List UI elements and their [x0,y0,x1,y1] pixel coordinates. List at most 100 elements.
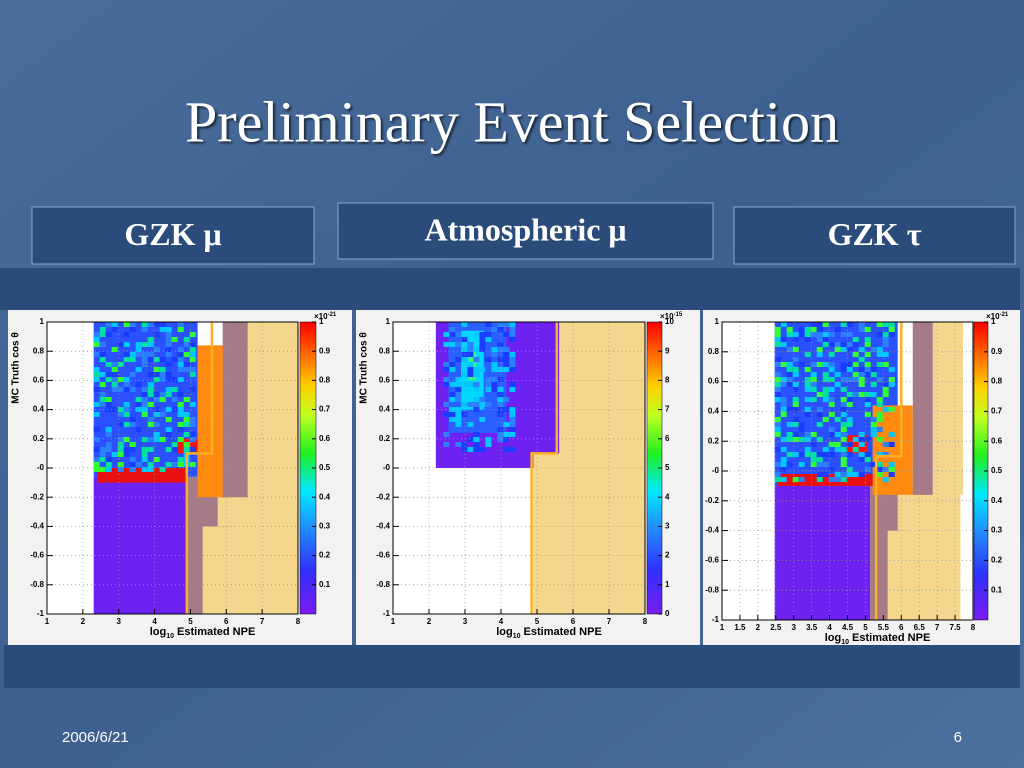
heatmap-cell [153,357,160,362]
heatmap-cell [497,327,504,332]
heatmap-cell [485,357,492,362]
z-tick-label: 0.7 [319,405,331,414]
heatmap-cell [774,382,781,387]
heatmap-cell [491,362,498,367]
heatmap-cell [105,407,112,412]
heatmap-cell [840,412,847,417]
heatmap-cell [165,377,172,382]
heatmap-cell [509,432,516,437]
heatmap-cell [780,437,787,442]
heatmap-cell [888,467,895,472]
heatmap-cell [780,362,787,367]
heatmap-cell [93,377,100,382]
heatmap-cell [834,347,841,352]
z-scale-exp: -21 [1000,312,1009,318]
heatmap-cell [864,337,871,342]
label-box [31,206,315,265]
heatmap-cell [141,387,148,392]
heatmap-cell [165,352,172,357]
heatmap-cell [171,447,178,452]
heatmap-cell [177,322,184,327]
heatmap-cell [816,472,823,477]
heatmap-cell [111,322,118,327]
heatmap-cell [153,392,160,397]
heatmap-cell [467,372,474,377]
y-tick-label: -0 [37,463,45,472]
heatmap-cell [165,447,172,452]
x-tick-label: 2 [427,617,432,626]
heatmap-cell [105,402,112,407]
heatmap-cell [816,457,823,462]
heatmap-cell [129,417,136,422]
heatmap-cell [846,347,853,352]
heatmap-cell [449,417,456,422]
heatmap-cell [870,432,877,437]
z-tick-label: 0.5 [991,466,1003,475]
heatmap-cell [503,432,510,437]
heatmap-cell [111,367,118,372]
z-tick-label: 0 [665,609,670,618]
heatmap-cell [159,437,166,442]
heatmap-cell [123,412,130,417]
heatmap-cell [455,442,462,447]
heatmap-cell [840,432,847,437]
heatmap-cell [876,462,883,467]
x-label-rest: Estimated NPE [849,632,930,644]
heatmap-cell [189,342,196,347]
heatmap-cell [792,332,799,337]
heatmap-cell [834,472,841,477]
heatmap-cell [123,377,130,382]
heatmap-cell [828,362,835,367]
heatmap-cell [165,327,172,332]
heatmap-cell [129,357,136,362]
heatmap-cell [840,457,847,462]
heatmap-cell [117,412,124,417]
heatmap-cell [467,402,474,407]
heatmap-cell [828,397,835,402]
heatmap-cell [117,342,124,347]
heatmap-cell [485,402,492,407]
heatmap-cell [449,342,456,347]
heatmap-cell [473,442,480,447]
heatmap-cell [461,322,468,327]
heatmap-cell [461,442,468,447]
heatmap-cell [888,332,895,337]
heatmap-cell [846,362,853,367]
heatmap-cell [804,412,811,417]
heatmap-cell [864,437,871,442]
heatmap-cell [99,457,106,462]
heatmap-cell [828,377,835,382]
heatmap-cell [147,447,154,452]
heatmap-cell [117,467,124,472]
heatmap-cell [141,407,148,412]
heatmap-cell [497,367,504,372]
z-tick-label: 0.4 [319,492,331,501]
heatmap-cell [828,442,835,447]
heatmap-cell [858,357,865,362]
heatmap-region [887,530,961,620]
heatmap-cell [123,342,130,347]
y-tick-label: -0 [712,466,720,475]
heatmap-cell [449,392,456,397]
heatmap-cell [828,367,835,372]
plot-frame [392,321,646,615]
heatmap-cell [135,402,142,407]
heatmap-cell [479,367,486,372]
heatmap-cell [810,442,817,447]
heatmap-cell [786,362,793,367]
heatmap-cell [135,382,142,387]
heatmap-cell [479,397,486,402]
heatmap-cell [828,427,835,432]
heatmap-cell [93,367,100,372]
heatmap-cell [780,322,787,327]
y-tick-label: -1 [712,615,720,624]
heatmap-cell [141,437,148,442]
heatmap-cell [828,402,835,407]
heatmap-cell [846,367,853,372]
heatmap-cell [177,422,184,427]
heatmap-cell [810,387,817,392]
heatmap-cell [141,402,148,407]
heatmap-cell [99,327,106,332]
heatmap-cell [840,472,847,477]
x-tick-label: 6 [899,623,904,632]
